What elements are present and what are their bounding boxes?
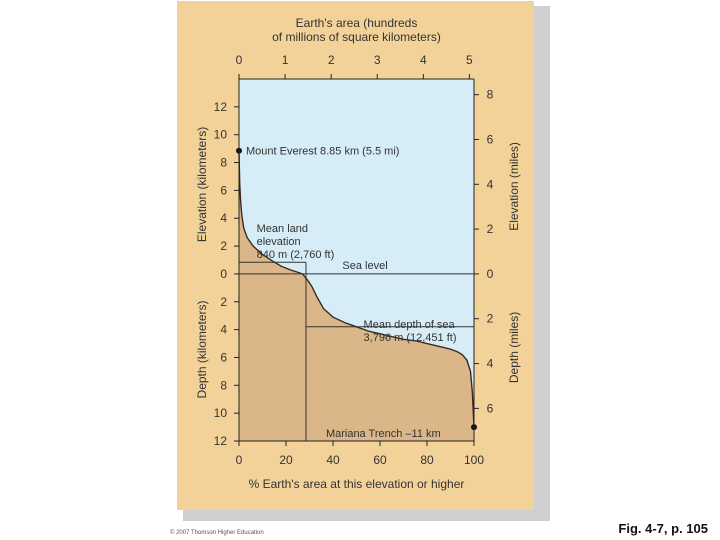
bottom-tick-label: 80 <box>420 453 434 467</box>
left-tick-label: 0 <box>220 267 227 281</box>
left-tick-label: 2 <box>220 295 227 309</box>
left-axis-title-upper: Elevation (kilometers) <box>195 127 209 242</box>
left-tick-label: 10 <box>214 128 228 142</box>
left-tick-label: 12 <box>214 434 228 448</box>
mean-sea-depth-label: 3,796 m (12,451 ft) <box>364 332 457 344</box>
left-tick-label: 12 <box>214 100 228 114</box>
left-axis-title-lower: Depth (kilometers) <box>195 300 209 398</box>
bottom-tick-label: 20 <box>279 453 293 467</box>
top-tick-label: 3 <box>374 53 381 67</box>
left-tick-label: 8 <box>220 378 227 392</box>
left-tick-label: 6 <box>220 183 227 197</box>
mean-land-label: 840 m (2,760 ft) <box>257 249 335 261</box>
top-axis-title: of millions of square kilometers) <box>272 30 441 44</box>
bottom-tick-label: 60 <box>373 453 387 467</box>
right-tick-label: 8 <box>487 88 494 102</box>
right-tick-label: 2 <box>487 222 494 236</box>
left-tick-label: 4 <box>220 211 227 225</box>
top-tick-label: 2 <box>328 53 335 67</box>
left-tick-label: 8 <box>220 156 227 170</box>
top-tick-label: 1 <box>282 53 289 67</box>
top-tick-label: 4 <box>420 53 427 67</box>
land-area <box>239 150 474 441</box>
right-tick-label: 2 <box>487 312 494 326</box>
bottom-axis-title: % Earth's area at this elevation or high… <box>249 477 465 491</box>
left-tick-label: 2 <box>220 239 227 253</box>
mean-land-label: Mean land <box>257 223 308 235</box>
copyright-notice: © 2007 Thomson Higher Education <box>170 530 264 536</box>
top-tick-label: 0 <box>236 53 243 67</box>
bottom-tick-label: 100 <box>464 453 484 467</box>
right-tick-label: 0 <box>487 267 494 281</box>
right-tick-label: 6 <box>487 132 494 146</box>
bottom-tick-label: 0 <box>236 453 243 467</box>
top-axis-title: Earth's area (hundreds <box>296 16 418 30</box>
top-tick-label: 5 <box>466 53 473 67</box>
mean-sea-depth-label: Mean depth of sea <box>364 319 456 331</box>
sea-level-label: Sea level <box>342 260 387 272</box>
right-axis-title-lower: Depth (miles) <box>507 312 521 383</box>
hypsographic-curve <box>238 150 475 428</box>
bottom-tick-label: 40 <box>326 453 340 467</box>
left-tick-label: 10 <box>214 406 228 420</box>
right-tick-label: 4 <box>487 357 494 371</box>
right-tick-label: 4 <box>487 177 494 191</box>
right-axis-title-upper: Elevation (miles) <box>507 142 521 231</box>
figure-caption: Fig. 4-7, p. 105 <box>618 521 708 536</box>
mariana-trench-label: Mariana Trench –11 km <box>326 428 441 440</box>
everest-label: Mount Everest 8.85 km (5.5 mi) <box>246 146 399 158</box>
mean-land-label: elevation <box>257 236 301 248</box>
left-tick-label: 4 <box>220 323 227 337</box>
left-tick-label: 6 <box>220 350 227 364</box>
right-tick-label: 6 <box>487 401 494 415</box>
